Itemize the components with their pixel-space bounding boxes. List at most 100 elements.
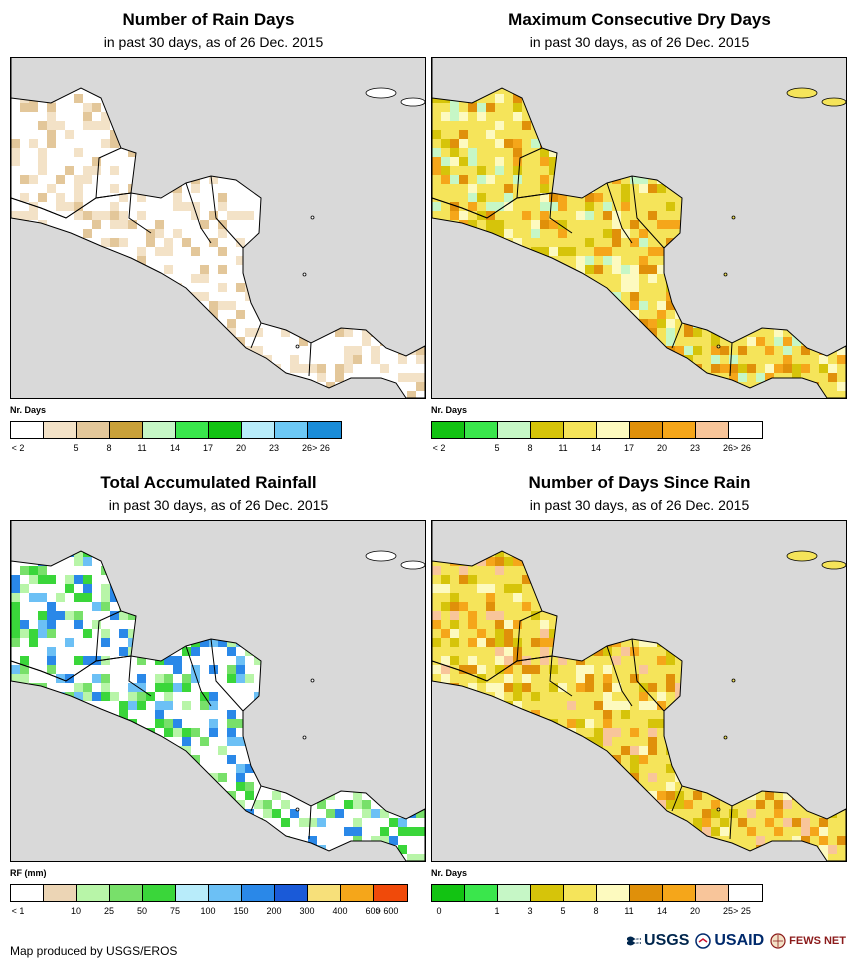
grid-cell [531,391,540,398]
grid-cell [92,220,101,229]
grid-cell [612,656,621,665]
grid-cell [218,773,227,782]
grid-cell [567,103,576,112]
grid-cell [675,103,684,112]
grid-cell [209,94,218,103]
grid-cell [459,566,468,575]
grid-cell [585,782,594,791]
grid-cell [630,283,639,292]
grid-cell [20,364,29,373]
grid-cell [407,76,416,85]
grid-cell [630,584,639,593]
grid-cell [621,566,630,575]
grid-cell [621,710,630,719]
grid-cell [819,530,828,539]
grid-cell [819,58,828,67]
grid-cell [92,746,101,755]
grid-cell [693,818,702,827]
island [821,560,846,570]
grid-cell [612,238,621,247]
legend-swatch [729,885,762,901]
grid-cell [576,611,585,620]
grid-cell [254,602,263,611]
grid-cell [828,791,837,800]
grid-cell [747,247,756,256]
grid-cell [576,220,585,229]
grid-cell [594,845,603,854]
grid-cell [416,854,425,861]
grid-cell [254,157,263,166]
grid-cell [828,548,837,557]
grid-cell [639,809,648,818]
grid-cell [702,548,711,557]
grid-cell [227,611,236,620]
grid-cell [450,701,459,710]
grid-cell [353,764,362,773]
grid-cell [119,620,128,629]
grid-cell [630,845,639,854]
grid-cell [74,683,83,692]
grid-cell [353,139,362,148]
grid-cell [236,764,245,773]
grid-cell [648,184,657,193]
grid-cell [20,629,29,638]
grid-cell [558,85,567,94]
grid-cell [245,674,254,683]
grid-cell [83,557,92,566]
grid-cell [459,692,468,701]
grid-cell [47,539,56,548]
grid-cell [281,629,290,638]
grid-cell [495,611,504,620]
grid-cell [828,166,837,175]
grid-cell [173,211,182,220]
grid-cell [92,827,101,836]
grid-cell [227,364,236,373]
grid-cell [119,854,128,861]
grid-cell [612,755,621,764]
grid-cell [173,809,182,818]
grid-cell [612,364,621,373]
grid-cell [585,211,594,220]
grid-cell [468,845,477,854]
grid-cell [56,611,65,620]
grid-cell [200,845,209,854]
grid-cell [603,76,612,85]
grid-cell [38,175,47,184]
grid-cell [513,746,522,755]
grid-cell [441,683,450,692]
grid-cell [738,175,747,184]
grid-cell [308,746,317,755]
grid-cell [738,710,747,719]
grid-cell [299,220,308,229]
grid-cell [371,139,380,148]
grid-cell [245,575,254,584]
grid-cell [110,166,119,175]
grid-cell [684,193,693,202]
grid-cell [828,121,837,130]
grid-cell [218,584,227,593]
grid-cell [522,373,531,382]
usgs-logo: USGS [627,932,689,950]
grid-cell [164,827,173,836]
grid-cell [47,530,56,539]
grid-cell [774,292,783,301]
grid-cell [416,373,425,382]
grid-cell [711,854,720,861]
grid-cell [711,638,720,647]
grid-cell [308,773,317,782]
island [400,97,425,107]
grid-cell [38,202,47,211]
grid-cell [146,337,155,346]
grid-cell [441,854,450,861]
grid-cell [47,746,56,755]
island [365,550,397,562]
grid-cell [101,737,110,746]
grid-cell [756,755,765,764]
grid-cell [74,728,83,737]
grid-cell [29,539,38,548]
grid-cell [819,319,828,328]
grid-cell [398,157,407,166]
grid-cell [459,310,468,319]
grid-cell [612,845,621,854]
grid-cell [29,728,38,737]
